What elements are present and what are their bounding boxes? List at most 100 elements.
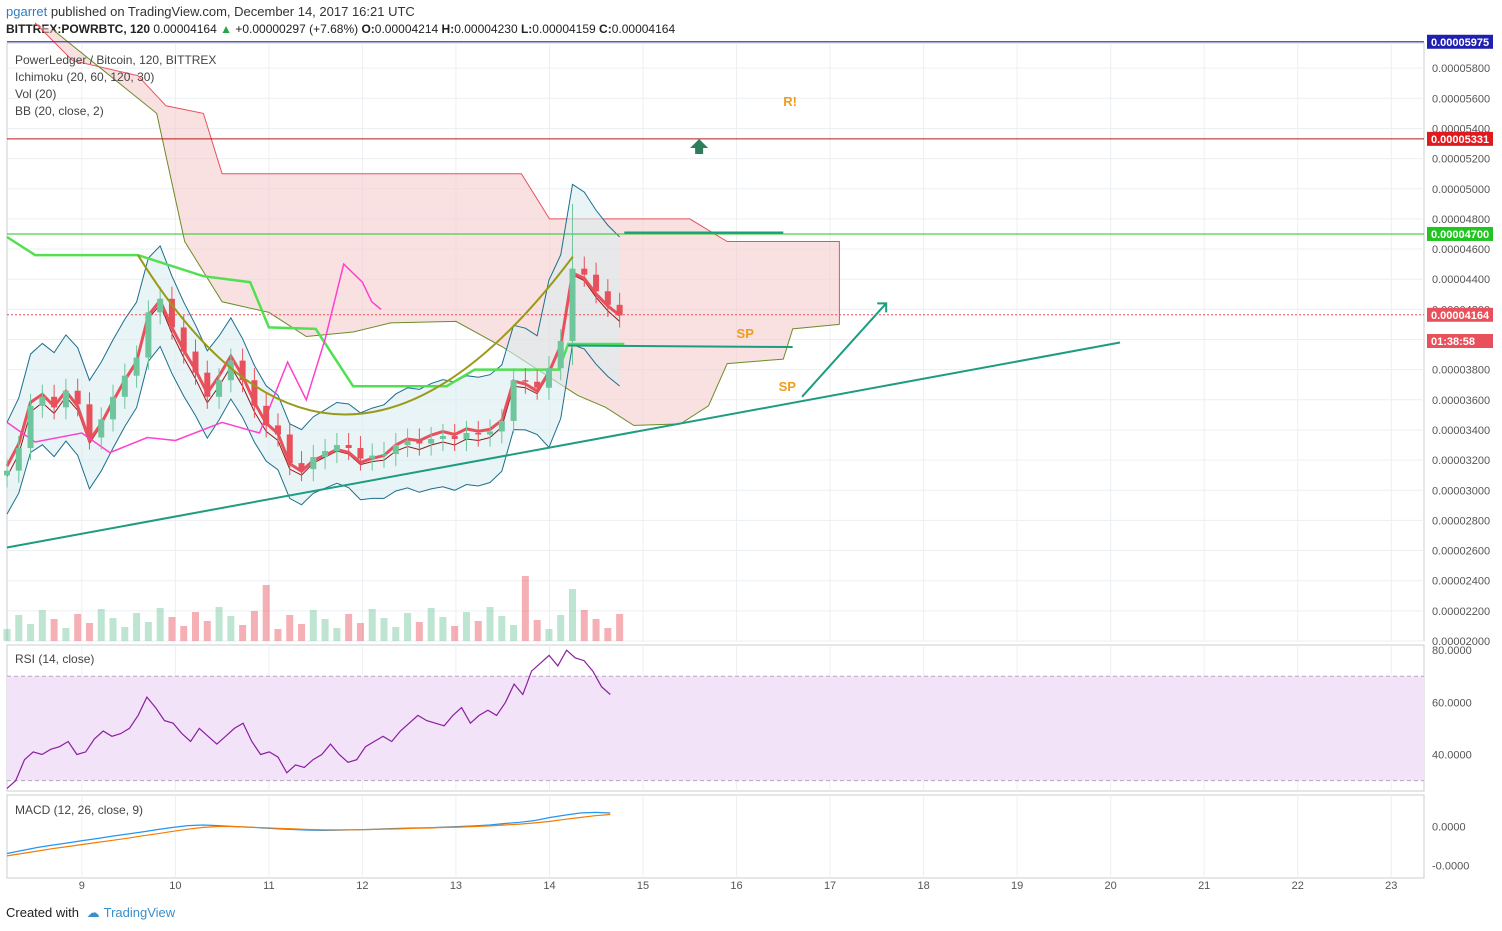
- candle-body: [157, 298, 164, 313]
- candle-body: [204, 372, 211, 397]
- candle-body: [604, 291, 611, 305]
- symbol-name: BITTREX:POWRBTC, 120: [6, 22, 151, 36]
- y-tick-label: 0.00005000: [1432, 184, 1490, 196]
- price-badges: 0.00005975 0.00005331 0.00004700 0.00004164…: [1427, 34, 1493, 349]
- rsi-tick-label: 40.0000: [1432, 750, 1472, 762]
- y-tick-label: 0.00003000: [1432, 485, 1490, 497]
- volume-bar: [74, 614, 82, 641]
- candle-body: [569, 268, 576, 342]
- volume-bar: [474, 621, 482, 641]
- high-value: 0.00004230: [454, 22, 518, 36]
- candle-body: [239, 360, 246, 381]
- macd-tick-label: 0.0000: [1432, 822, 1466, 834]
- bb-legend[interactable]: BB (20, close, 2): [15, 104, 104, 118]
- volume-bar: [274, 629, 282, 641]
- rsi-legend[interactable]: RSI (14, close): [15, 652, 95, 666]
- volume-bar: [250, 611, 258, 641]
- price-change: +0.00000297 (+7.68%): [235, 22, 359, 36]
- low-label: L:: [520, 22, 533, 36]
- candle-body: [4, 470, 10, 476]
- volume-bar: [3, 629, 11, 641]
- created-with-label: Created with: [6, 905, 79, 920]
- y-tick-label: 0.00004800: [1432, 214, 1490, 226]
- x-tick-label: 11: [263, 880, 274, 892]
- volume-bar: [604, 628, 612, 641]
- volume-bar: [121, 627, 129, 641]
- candle-body: [616, 304, 623, 316]
- volume-bar: [156, 608, 164, 641]
- price-badge: [1427, 334, 1493, 349]
- y-tick-label: 0.00002000: [1432, 636, 1490, 648]
- candle-body: [251, 380, 258, 406]
- up-arrow-icon: [690, 139, 709, 155]
- x-tick-label: 14: [543, 880, 555, 892]
- candles: [4, 203, 623, 488]
- ichimoku-legend[interactable]: Ichimoku (20, 60, 120, 30): [15, 70, 155, 84]
- volume-bar: [545, 629, 553, 641]
- candle-body: [168, 298, 175, 328]
- chart-canvas[interactable]: R! SP SP 9 10 11 12 13 14 15 16 17 18 19 20 21 22 23 0.00…: [0, 0, 1502, 900]
- candle-body: [74, 390, 81, 405]
- lagging-span: [6, 262, 382, 454]
- volume-bar: [239, 625, 247, 641]
- volume-bar: [616, 614, 624, 641]
- tradingview-link[interactable]: TradingView: [103, 905, 176, 920]
- price-badge-label: 0.00004700: [1431, 229, 1489, 241]
- symbol-bar: BITTREX:POWRBTC, 120 0.00004164 ▲ +0.000…: [6, 22, 675, 36]
- rsi-tick-label: 60.0000: [1432, 697, 1472, 709]
- main-title-legend: PowerLedger / Bitcoin, 120, BITTREX: [15, 53, 217, 67]
- annotation-label: SP: [779, 379, 797, 394]
- macd-pane-frame: [6, 794, 1425, 879]
- x-tick-label: 18: [917, 880, 929, 892]
- price-badge-label: 01:38:58: [1431, 336, 1475, 348]
- rsi-pane: [6, 649, 1424, 789]
- y-tick-label: 0.00005800: [1432, 63, 1490, 75]
- base-line: [6, 235, 625, 388]
- volume-bar: [404, 613, 412, 641]
- y-tick-label: 0.00002800: [1432, 515, 1490, 527]
- cloud-logo-icon: ☁: [86, 905, 100, 920]
- candle-body: [145, 312, 152, 358]
- candle-body: [545, 368, 552, 388]
- volume-bar: [521, 576, 529, 641]
- candle-body: [216, 380, 223, 397]
- volume-bar: [62, 628, 70, 641]
- volume-bar: [557, 615, 565, 641]
- candle-body: [534, 381, 541, 388]
- publish-header: pgarret published on TradingView.com, De…: [6, 4, 415, 19]
- y-tick-label: 0.00003400: [1432, 425, 1490, 437]
- volume-bar: [380, 618, 388, 641]
- volume-bar: [486, 607, 494, 641]
- volume-legend[interactable]: Vol (20): [15, 87, 57, 101]
- candle-body: [110, 396, 117, 420]
- target-arrow-line: [801, 302, 887, 398]
- drawings: R! SP SP: [6, 94, 1121, 549]
- candle-body: [451, 435, 458, 439]
- macd-legend[interactable]: MACD (12, 26, close, 9): [15, 803, 144, 817]
- price-levels: [7, 41, 1424, 316]
- low-value: 0.00004159: [532, 22, 596, 36]
- candle-body: [133, 357, 140, 376]
- volume-bar: [510, 625, 518, 641]
- arrow-head: [877, 302, 888, 313]
- volume-bar: [392, 627, 400, 641]
- candle-body: [27, 405, 34, 449]
- candle-body: [86, 404, 93, 438]
- price-badge: [1427, 34, 1493, 49]
- signal-line: [6, 813, 611, 857]
- cloud-area: [35, 22, 840, 426]
- volume-bar: [144, 622, 152, 641]
- x-tick-label: 21: [1198, 880, 1210, 892]
- annotation-label: SP: [737, 326, 755, 341]
- high-label: H:: [441, 22, 455, 36]
- candle-body: [180, 327, 187, 352]
- candle-body: [510, 380, 517, 421]
- volume-bar: [298, 624, 306, 641]
- ichimoku-cloud: [34, 22, 840, 426]
- close-value: 0.00004164: [611, 22, 676, 36]
- author-link[interactable]: pgarret: [6, 4, 48, 19]
- x-tick-label: 17: [824, 880, 836, 892]
- footer: Created with ☁ TradingView: [6, 905, 175, 921]
- volume-bar: [109, 618, 117, 641]
- candle-body: [392, 445, 399, 455]
